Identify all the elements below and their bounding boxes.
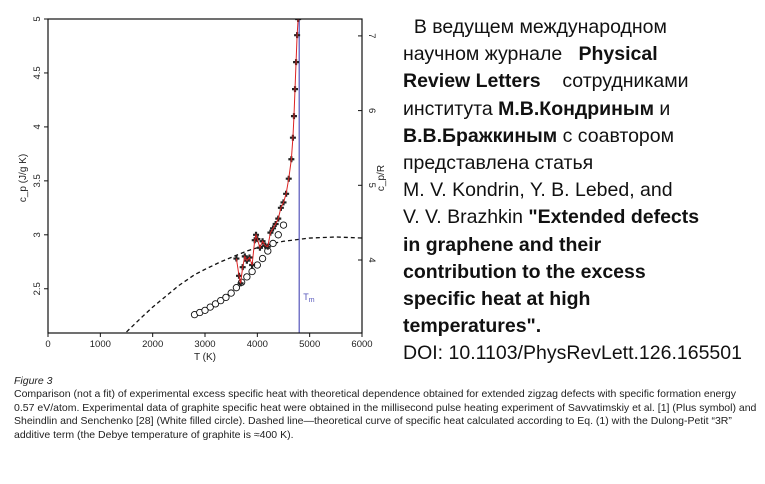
y-tick-label: 3 <box>32 232 43 237</box>
sheindlin-data-point <box>279 221 288 229</box>
sheindlin-data-point <box>243 273 251 281</box>
sheindlin-data-point <box>217 296 225 305</box>
y2-tick-label: 7 <box>366 33 377 38</box>
specific-heat-chart: Tm 0 1000 2000 3000 4000 5000 6000 2.5 3 3.5 4 4.5 5 4… <box>18 16 387 363</box>
article-description: В ведущем международном научном журнале P… <box>403 14 763 368</box>
text-segment: В ведущем международном <box>403 16 667 38</box>
x-tick-label: 5000 <box>299 339 320 350</box>
text-segment: "Extended defects <box>528 206 700 229</box>
text-segment: М.В.Кондриным <box>498 97 655 120</box>
caption-text: Comparison (not a fit) of experimental e… <box>14 388 757 441</box>
sheindlin-data-point <box>227 289 235 297</box>
text-segment: V. V. Brazhkin <box>403 206 529 229</box>
text-line: Review Letters сотрудниками <box>403 68 763 95</box>
sheindlin-data-point <box>201 306 209 314</box>
text-segment: in graphene and their <box>403 233 602 256</box>
savvatimskiy-fit-line <box>235 19 299 284</box>
y-tick-label: 5 <box>32 16 43 21</box>
text-line: contribution to the excess <box>403 259 763 286</box>
text-segment: сотрудниками <box>540 70 689 93</box>
text-line: V. V. Brazhkin "Extended defects <box>403 204 763 231</box>
text-segment: представлена статья <box>403 152 594 175</box>
text-line: В.В.Бражкиным с соавтором <box>403 123 763 150</box>
text-line: института М.В.Кондриным и <box>403 96 763 123</box>
y2-tick-label: 6 <box>366 108 377 113</box>
sheindlin-data-point <box>258 254 267 263</box>
sheindlin-data-point <box>211 300 220 308</box>
y-tick-label: 2.5 <box>32 282 43 295</box>
text-segment: В.В.Бражкиным <box>403 124 558 147</box>
text-line: В ведущем международном <box>403 14 763 41</box>
y-tick-label: 3.5 <box>32 174 43 187</box>
text-segment: института <box>403 97 499 120</box>
text-line: specific heat at high <box>403 286 763 313</box>
sheindlin-data-point <box>269 239 277 248</box>
figure-label: Figure 3 <box>14 375 53 387</box>
text-segment: DOI: 10.1103/PhysRevLett.126.165501 <box>403 342 742 365</box>
sheindlin-data-point <box>248 267 256 276</box>
text-segment: M. V. Kondrin, Y. B. Lebed, and <box>403 179 673 202</box>
text-segment: и <box>654 97 671 120</box>
text-segment: contribution to the excess <box>403 260 646 283</box>
text-line: in graphene and their <box>403 232 763 259</box>
y-tick-label: 4.5 <box>32 66 43 79</box>
text-line: temperatures". <box>403 313 763 340</box>
tm-subscript: m <box>309 297 315 304</box>
x-axis-label: T (K) <box>194 352 216 363</box>
sheindlin-data-point <box>222 293 230 302</box>
plot-frame <box>47 18 363 334</box>
text-segment: Physical <box>578 43 658 66</box>
x-tick-label: 1000 <box>90 339 111 350</box>
tm-label: Tm <box>303 292 315 304</box>
y2-axis-label: c_p/R <box>376 165 387 191</box>
y-tick-label: 4 <box>32 124 43 129</box>
text-segment: temperatures". <box>403 315 542 338</box>
text-segment: specific heat at high <box>403 288 591 311</box>
x-tick-label: 0 <box>45 339 50 350</box>
y-axis-label: c_p (J/g K) <box>18 154 29 202</box>
text-line: представлена статья <box>403 150 763 177</box>
y2-tick-label: 4 <box>366 257 377 262</box>
x-tick-label: 4000 <box>247 339 268 350</box>
theory-dashed-line <box>126 236 362 333</box>
text-segment: Review Letters <box>403 70 541 93</box>
text-line: DOI: 10.1103/PhysRevLett.126.165501 <box>403 340 763 367</box>
x-tick-label: 6000 <box>351 339 372 350</box>
sheindlin-data-point <box>206 303 214 311</box>
figure-caption: Figure 3 Comparison (not a fit) of exper… <box>14 375 759 442</box>
text-segment: с соавтором <box>557 124 675 147</box>
y2-tick-label: 5 <box>366 183 377 188</box>
sheindlin-data-point <box>274 231 282 239</box>
text-line: M. V. Kondrin, Y. B. Lebed, and <box>403 177 763 204</box>
x-tick-label: 3000 <box>194 339 215 350</box>
sheindlin-data-point <box>232 284 241 292</box>
text-line: научном журнале Physical <box>403 41 763 68</box>
text-segment: научном журнале <box>403 43 579 66</box>
x-tick-label: 2000 <box>142 339 163 350</box>
